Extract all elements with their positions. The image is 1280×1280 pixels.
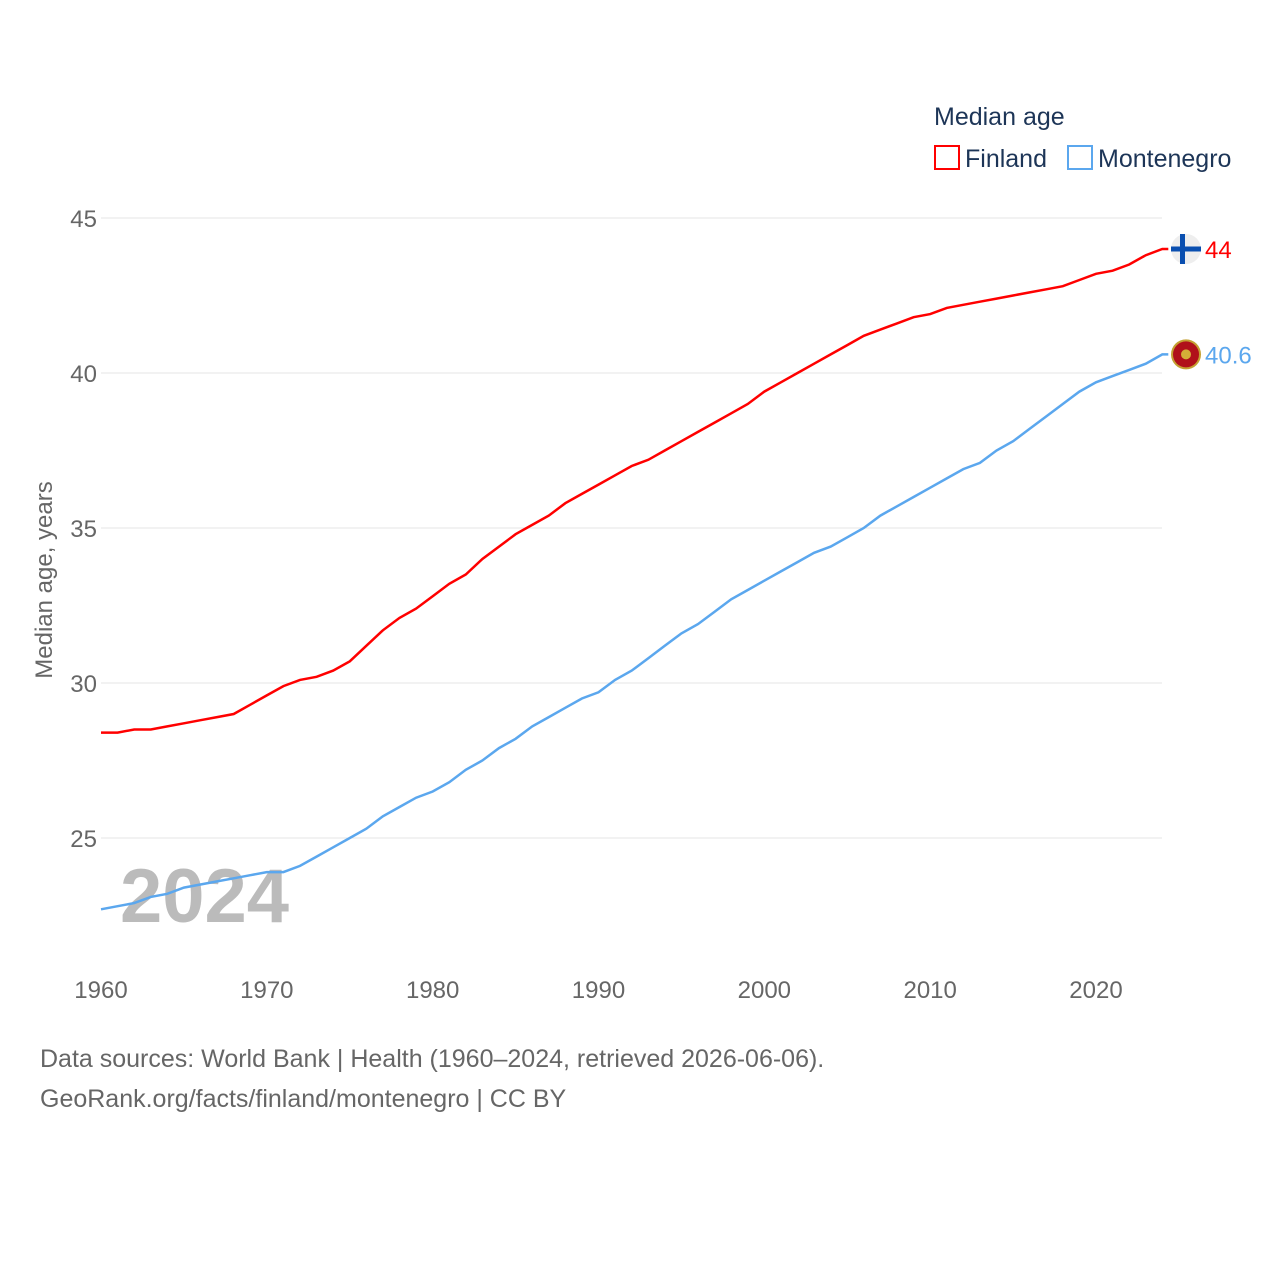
x-tick-label: 2020: [1069, 977, 1122, 1004]
y-tick-label: 40: [70, 361, 97, 388]
x-tick-label: 1970: [240, 977, 293, 1004]
legend-title: Median age: [934, 103, 1065, 131]
y-tick-label: 30: [70, 671, 97, 698]
attribution-link[interactable]: GeoRank.org/facts/finland/montenegro | C…: [40, 1085, 567, 1113]
y-tick-label: 25: [70, 826, 97, 853]
series-line-finland: [101, 247, 1169, 734]
y-tick-label: 35: [70, 516, 97, 543]
y-tick-label: 45: [70, 206, 97, 233]
finland-flag-cross: [1171, 246, 1201, 252]
data-source-text: Data sources: World Bank | Health (1960–…: [40, 1045, 825, 1073]
end-value-label: 40.6: [1205, 342, 1252, 369]
legend-swatch-montenegro: [1067, 145, 1093, 170]
x-tick-label: 1990: [572, 977, 625, 1004]
x-tick-label: 2010: [903, 977, 956, 1004]
x-tick-label: 1980: [406, 977, 459, 1004]
y-axis-label: Median age, years: [31, 481, 58, 678]
montenegro-flag-emblem: [1181, 349, 1191, 360]
series-line-montenegro: [100, 353, 1169, 911]
legend-item-montenegro[interactable]: Montenegro: [1098, 145, 1231, 173]
year-watermark: 2024: [120, 854, 289, 939]
legend-item-finland[interactable]: Finland: [965, 145, 1047, 173]
x-tick-label: 2000: [738, 977, 791, 1004]
legend-swatch-finland: [934, 145, 960, 170]
x-tick-label: 1960: [74, 977, 127, 1004]
end-value-label: 44: [1205, 237, 1232, 264]
finland-flag-cross: [1180, 234, 1185, 264]
